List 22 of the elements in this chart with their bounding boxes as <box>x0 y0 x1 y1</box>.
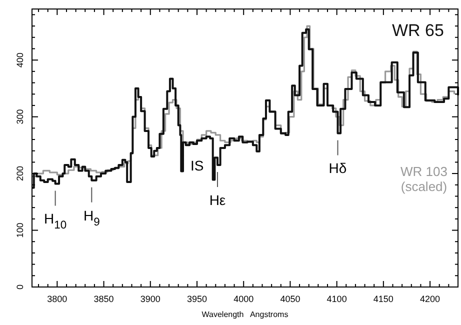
annotation: IS <box>190 156 204 173</box>
x-tick-label: 3850 <box>94 294 114 304</box>
x-tick-label: 4150 <box>373 294 394 304</box>
text: WR 103 (scaled) <box>400 164 448 194</box>
x-tick-label: 4200 <box>420 294 440 304</box>
annotation: Hε <box>209 192 226 208</box>
x-tick-label: 4050 <box>280 294 300 304</box>
x-tick-label: 3800 <box>47 294 68 304</box>
annotation: H$_{10}$ <box>44 210 67 232</box>
y-tick-label: 0 <box>15 284 25 290</box>
y-tick-label: 400 <box>15 52 25 68</box>
x-tick-label: 4000 <box>234 294 254 304</box>
y-tick-label: 100 <box>15 222 25 238</box>
x-tick-label: 3900 <box>140 294 160 304</box>
x-tick-label: 4100 <box>326 294 347 304</box>
y-tick-label: 300 <box>15 109 25 124</box>
series-label: WR 65 <box>392 21 444 40</box>
annotation: Hδ <box>328 160 347 176</box>
y-tick-label: 200 <box>15 166 25 182</box>
annotation: H$_{9}$ <box>83 207 100 228</box>
x-tick-label: 3950 <box>186 294 208 304</box>
x-axis-title: Wavelength Angstroms <box>202 310 288 319</box>
